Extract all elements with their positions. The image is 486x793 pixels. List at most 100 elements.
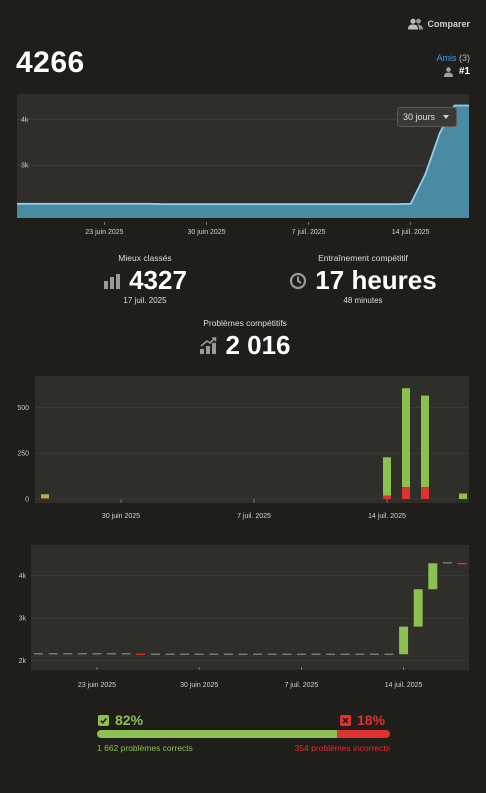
bar-correct	[421, 395, 429, 488]
problems-bar-chart	[35, 388, 469, 503]
friends-count: (3)	[459, 53, 470, 63]
rating-chart-x-axis: 23 juin 2025 30 juin 2025 7 juil. 2025 14 j…	[85, 222, 430, 236]
rating-delta-chart	[19, 545, 469, 671]
correct-percent: 82%	[98, 712, 143, 728]
stat-training-sub: 48 minutes	[343, 296, 383, 305]
rating-candlestick-chart	[19, 562, 469, 671]
stat-best-date: 17 juil. 2025	[123, 296, 167, 305]
friends-box: Amis (3) #1	[436, 53, 470, 77]
stat-training-label: Entraînement compétitif	[318, 253, 408, 263]
candle-flat	[48, 653, 58, 655]
x-tick-label: 23 juin 2025	[78, 682, 116, 689]
candle-flat	[136, 653, 146, 655]
x-tick-label: 30 juin 2025	[187, 229, 225, 236]
incorrect-count: 354 problèmes incorrects	[294, 743, 390, 753]
bar-incorrect	[421, 487, 429, 499]
candle	[428, 563, 438, 590]
check-icon	[98, 714, 109, 726]
friends-link[interactable]: Amis	[436, 53, 457, 63]
bar-incorrect	[383, 495, 391, 499]
candle-flat	[384, 653, 394, 655]
candle-flat	[121, 653, 131, 655]
candle-flat	[223, 653, 233, 655]
bar-chart-icon	[104, 273, 121, 289]
candle-flat	[296, 653, 306, 655]
problems-chart-y-axis: 0 250 500	[17, 405, 29, 504]
bar-correct	[459, 493, 467, 499]
bar-incorrect	[41, 498, 49, 499]
candle-flat	[165, 653, 175, 655]
candle-flat	[209, 653, 219, 655]
chevron-down-icon	[443, 115, 450, 119]
rating-line	[17, 104, 469, 206]
correct-ratio-bar	[97, 730, 390, 738]
y-tick-label: 2k	[19, 658, 27, 665]
candle-flat	[180, 653, 190, 655]
y-tick-label: 4k	[21, 117, 29, 124]
compare-button[interactable]: Comparer	[408, 18, 470, 30]
stat-best-value: 4327	[129, 265, 187, 295]
cross-icon	[340, 714, 351, 726]
stat-training: Entraînement compétitif 17 heures 48 min…	[268, 253, 458, 305]
candle-flat	[238, 653, 248, 655]
candle-flat	[442, 562, 452, 564]
trend-up-icon	[200, 336, 217, 354]
correct-ratio-fill	[97, 730, 338, 738]
candle-flat	[369, 653, 379, 655]
x-tick-label: 7 juil. 2025	[237, 513, 271, 520]
period-select[interactable]: 30 jours	[397, 107, 457, 127]
x-tick-label: 30 juin 2025	[180, 682, 218, 689]
x-tick-label: 14 juil. 2025	[368, 513, 406, 520]
candle-flat	[77, 653, 87, 655]
friends-rank: #1	[436, 66, 470, 77]
candle-flat	[326, 653, 336, 655]
rating-area	[17, 105, 469, 218]
clock-icon	[290, 272, 307, 289]
candle-flat	[311, 653, 321, 655]
incorrect-percent: 18%	[340, 712, 385, 728]
users-icon	[408, 18, 424, 30]
friends-rank-value: #1	[458, 66, 470, 77]
candle-flat	[340, 653, 350, 655]
candle-flat	[253, 653, 263, 655]
stat-training-value: 17 heures	[315, 265, 437, 295]
user-icon	[443, 66, 453, 77]
candle-flat	[34, 653, 44, 655]
stat-best-label: Mieux classés	[118, 253, 172, 263]
y-tick-label: 4k	[19, 573, 27, 580]
y-tick-label: 500	[17, 405, 29, 412]
candle	[399, 626, 409, 655]
x-tick-label: 7 juil. 2025	[292, 229, 326, 236]
bar-correct	[383, 457, 391, 496]
stat-problems: Problèmes compétitifs 2 016	[160, 318, 330, 361]
correct-percent-value: 82%	[115, 712, 144, 728]
rating-delta-x-axis: 23 juin 2025 30 juin 2025 7 juil. 2025 14 j…	[78, 682, 423, 689]
bar-correct	[402, 388, 410, 488]
period-select-value: 30 jours	[403, 112, 436, 122]
x-tick-label: 7 juil. 2025	[284, 682, 318, 689]
x-tick-label: 14 juil. 2025	[385, 682, 423, 689]
x-tick-label: 14 juil. 2025	[392, 229, 430, 236]
correct-count: 1 662 problèmes corrects	[97, 743, 193, 753]
candle-flat	[150, 653, 160, 655]
candle-flat	[267, 653, 277, 655]
candle-flat	[282, 653, 292, 655]
rating-delta-y-axis: 2k 3k 4k	[19, 573, 27, 665]
stat-problems-label: Problèmes compétitifs	[203, 318, 287, 328]
incorrect-percent-value: 18%	[357, 712, 386, 728]
candle-flat	[107, 653, 117, 655]
x-tick-label: 30 juin 2025	[102, 513, 140, 520]
problems-chart	[35, 376, 469, 503]
candle-flat	[63, 653, 73, 655]
y-tick-label: 0	[25, 497, 29, 504]
y-tick-label: 3k	[19, 616, 27, 623]
bar-correct	[41, 494, 49, 499]
candle	[457, 562, 467, 565]
incorrect-ratio-fill	[337, 730, 390, 738]
candle-flat	[194, 653, 204, 655]
compare-label: Comparer	[427, 19, 470, 29]
current-rating: 4266	[16, 46, 85, 79]
